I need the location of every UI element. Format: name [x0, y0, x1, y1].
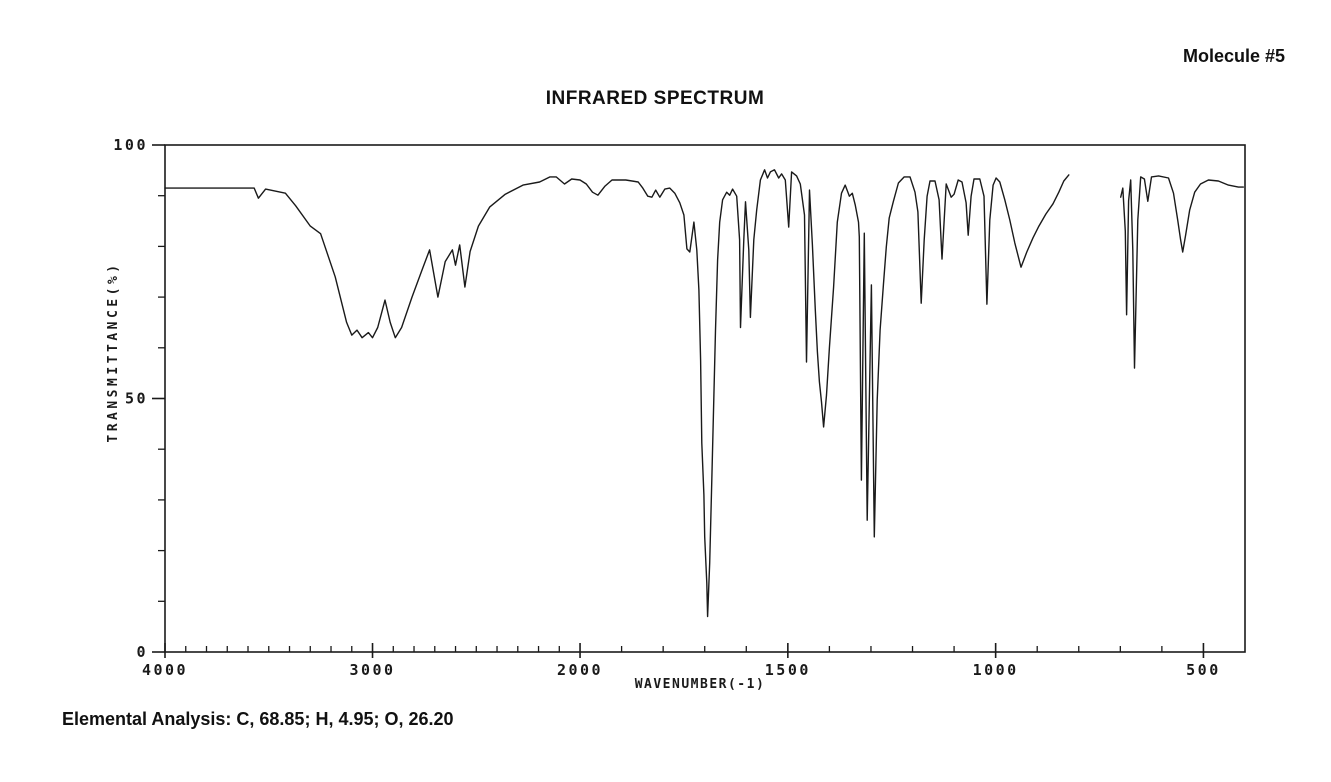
- plot-border: [164, 144, 1246, 653]
- x-tick-label: 1000: [973, 661, 1019, 679]
- y-axis-ticks: 100 50 0: [113, 136, 165, 661]
- y-axis-title: TRANSMITTANCE(%): [106, 261, 121, 442]
- molecule-number-label: Molecule #5: [1182, 46, 1285, 66]
- x-axis-ticks: 4000 3000 2000 1500 1000 500: [142, 643, 1221, 679]
- x-tick-label: 3000: [349, 661, 395, 679]
- x-tick-label: 4000: [142, 661, 188, 679]
- y-tick-label: 100: [113, 136, 148, 154]
- spectrum-curve-segment: [1120, 175, 1244, 369]
- x-tick-label: 1500: [765, 661, 811, 679]
- elemental-analysis-text: Elemental Analysis: C, 68.85; H, 4.95; O…: [62, 709, 454, 729]
- y-tick-label: 0: [136, 643, 148, 661]
- x-tick-label: 500: [1186, 661, 1221, 679]
- x-tick-label: 2000: [557, 661, 603, 679]
- x-axis-title: WAVENUMBER(-1): [635, 677, 766, 692]
- spectrum-curve: [164, 169, 1244, 618]
- spectrum-curve-segment: [164, 169, 1070, 618]
- y-tick-label: 50: [125, 390, 148, 408]
- chart-title: INFRARED SPECTRUM: [545, 88, 765, 109]
